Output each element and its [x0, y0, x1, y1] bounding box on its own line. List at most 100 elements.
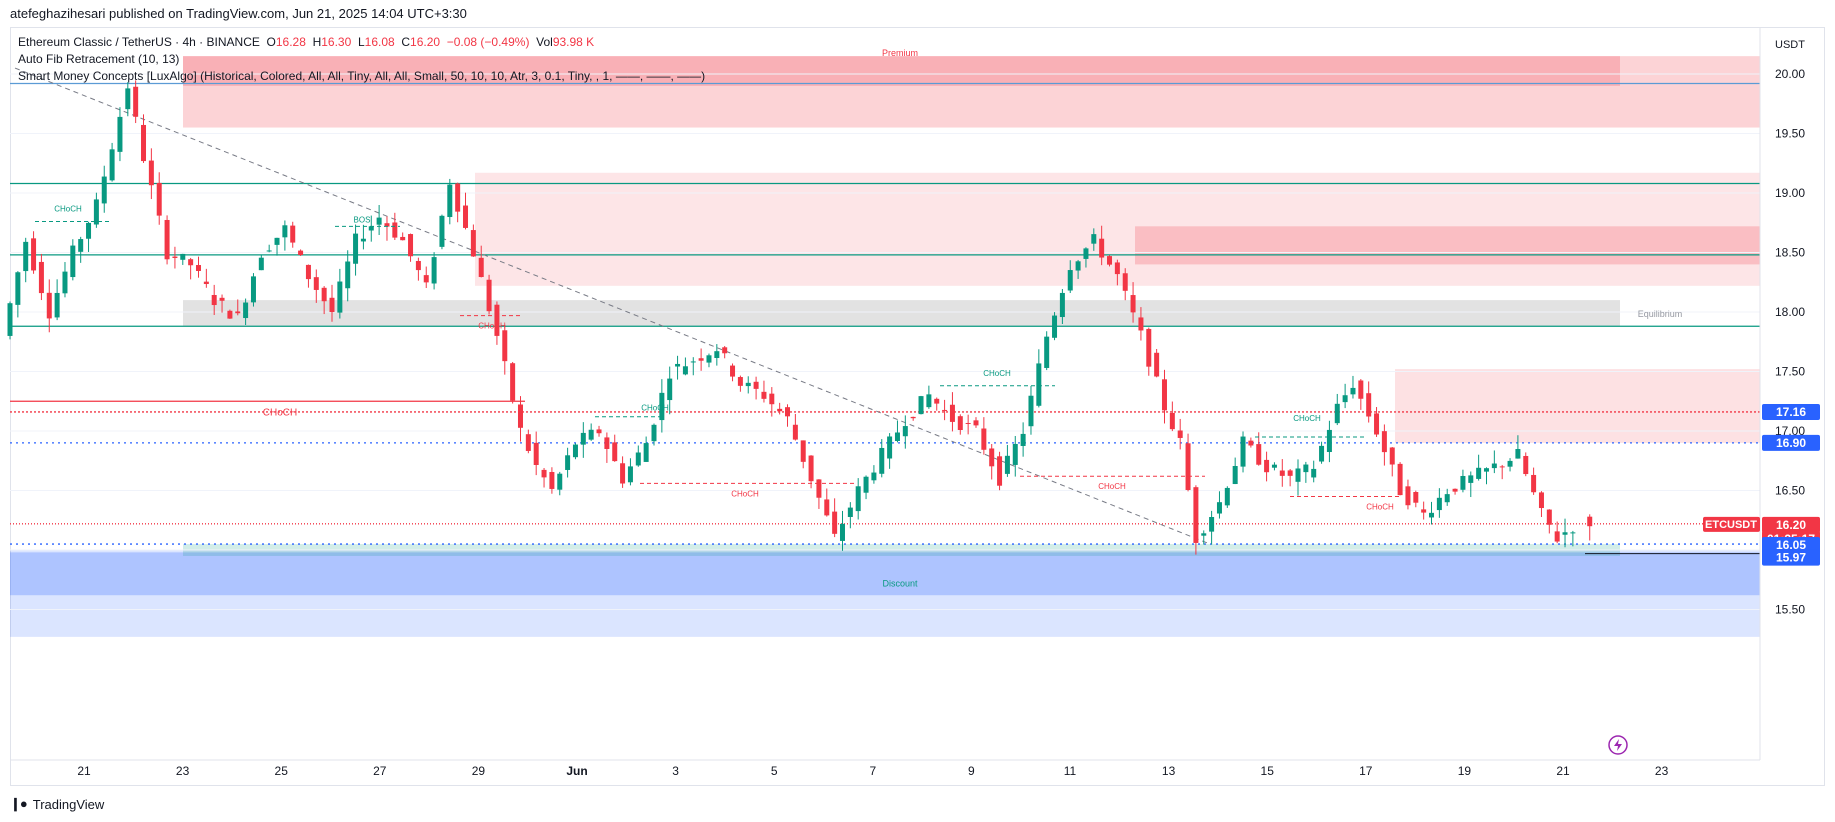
date-tick: 7	[869, 764, 876, 778]
price-tick: 20.00	[1775, 67, 1805, 81]
candle-body	[1264, 459, 1270, 473]
candle-body	[1209, 517, 1215, 532]
open-label: O	[266, 35, 276, 49]
candle-body	[1358, 380, 1364, 399]
candle-body	[148, 160, 154, 186]
currency-label: USDT	[1775, 39, 1805, 51]
choch-label-7: CHoCH	[1098, 482, 1126, 491]
choch-label-2: CHoCH	[478, 322, 506, 331]
candle-body	[1546, 509, 1552, 525]
candle-body	[211, 294, 217, 306]
candle-body	[965, 422, 971, 424]
candle-body	[243, 302, 249, 319]
candle-body	[46, 292, 52, 319]
date-tick: 5	[771, 764, 778, 778]
candle-body	[1224, 487, 1230, 506]
candle-body	[368, 226, 374, 231]
publish-line: atefeghazihesari published on TradingVie…	[10, 6, 467, 21]
candle-body	[510, 363, 516, 401]
candle-body	[596, 429, 602, 434]
chart-legend: Ethereum Classic / TetherUS · 4h · BINAN…	[18, 34, 705, 85]
date-tick: 25	[275, 764, 289, 778]
candle-body	[1350, 387, 1356, 395]
candle-body	[667, 378, 673, 401]
candle-body	[604, 437, 610, 449]
time-axis: 21 23 25 27 29 Jun 3 5 7 9 11 13 15 17 19 21 23	[10, 759, 1760, 778]
candle-body	[1562, 532, 1568, 535]
candle-body	[1248, 440, 1254, 446]
tag-15-97: 15.97	[1776, 551, 1806, 565]
candle-body	[1319, 445, 1325, 462]
candle-body	[816, 479, 822, 498]
candle-body	[431, 257, 437, 284]
candle-body	[659, 392, 665, 421]
candle-body	[54, 292, 60, 318]
date-tick: 9	[968, 764, 975, 778]
candle-body	[1279, 470, 1285, 476]
choch-label-4: CHoCH	[641, 404, 669, 413]
supply-zone-right	[1395, 369, 1760, 443]
candle-body	[934, 398, 940, 404]
tradingview-logo-icon: ❙●	[10, 796, 28, 811]
candle-body	[38, 261, 44, 294]
price-tick: 19.00	[1775, 186, 1805, 200]
candle-body	[1554, 531, 1560, 542]
chart-frame[interactable]	[10, 27, 1825, 786]
candle-body	[698, 358, 704, 361]
candle-body	[737, 377, 743, 386]
tag-16-90: 16.90	[1776, 436, 1806, 450]
tag-16-05: 16.05	[1776, 538, 1806, 552]
candle-body	[1075, 261, 1081, 271]
indicator-fib[interactable]: Auto Fib Retracement (10, 13)	[18, 52, 180, 66]
date-tick: 3	[672, 764, 679, 778]
candle-body	[753, 381, 759, 389]
candle-body	[1468, 475, 1474, 483]
candle-body	[1099, 238, 1105, 258]
candle-body	[627, 466, 633, 483]
choch-label-8: CHoCH	[1293, 414, 1321, 423]
candle-body	[832, 511, 838, 534]
candle-body	[117, 116, 123, 152]
candle-body	[1067, 270, 1073, 291]
candle-body	[274, 237, 280, 245]
candle-body	[1146, 328, 1152, 367]
candle-body	[745, 382, 751, 387]
candle-body	[345, 261, 351, 289]
candle-body	[714, 351, 720, 358]
candle-body	[1389, 447, 1395, 465]
candle-body	[1114, 262, 1120, 275]
candle-body	[1161, 379, 1167, 411]
choch-label-3: CHoCH	[263, 407, 297, 418]
indicator-smc[interactable]: Smart Money Concepts [LuxAlgo] (Historic…	[18, 69, 706, 83]
date-tick: 27	[373, 764, 387, 778]
candle-body	[533, 442, 539, 465]
candle-body	[423, 275, 429, 283]
candle-body	[549, 472, 555, 489]
candle-body	[109, 149, 115, 181]
price-axis: USDT20.0019.5019.0018.5018.0017.5017.001…	[1759, 28, 1805, 760]
candle-body	[125, 88, 131, 110]
lightning-icon	[1608, 735, 1628, 755]
candle-body	[1381, 431, 1387, 453]
candle-body	[1052, 315, 1058, 338]
candle-body	[1311, 468, 1317, 478]
candle-body	[188, 259, 194, 266]
candle-body	[1083, 248, 1089, 259]
symbol-name[interactable]: Ethereum Classic / TetherUS · 4h · BINAN…	[18, 35, 260, 49]
tag-16-05-bg	[1762, 537, 1820, 554]
candle-body	[777, 408, 783, 412]
lightning-bolt-icon	[1614, 739, 1622, 751]
candle-body	[1130, 295, 1136, 313]
candle-body	[376, 217, 382, 225]
candle-body	[1232, 466, 1238, 485]
candle-body	[722, 347, 728, 354]
candle-body	[871, 472, 877, 481]
choch-label-6: CHoCH	[983, 369, 1011, 378]
candle-body	[439, 215, 445, 247]
candle-body	[337, 281, 343, 313]
candle-body	[290, 225, 296, 243]
candle-body	[942, 409, 948, 411]
candle-body	[31, 238, 37, 271]
candle-body	[1295, 468, 1301, 482]
